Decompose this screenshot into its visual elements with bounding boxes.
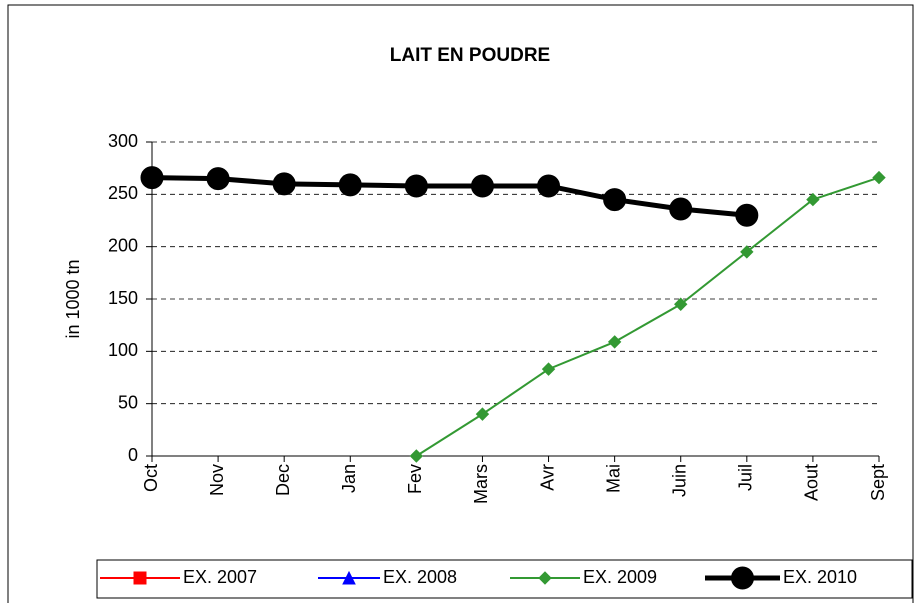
- marker: [669, 197, 693, 221]
- y-tick-label: 150: [108, 288, 138, 308]
- marker: [603, 188, 627, 212]
- marker: [541, 362, 556, 376]
- y-tick-label: 0: [128, 445, 138, 465]
- x-tick-label: Avr: [537, 464, 557, 491]
- marker: [537, 174, 561, 198]
- y-axis-title: in 1000 tn: [63, 259, 83, 338]
- marker: [272, 172, 296, 196]
- x-tick-label: Oct: [141, 464, 161, 492]
- marker: [806, 192, 820, 207]
- marker: [607, 335, 622, 349]
- y-tick-label: 250: [108, 183, 138, 203]
- legend-marker: [538, 571, 552, 585]
- y-tick-label: 300: [108, 131, 138, 151]
- y-tick-label: 100: [108, 340, 138, 360]
- marker: [206, 167, 230, 191]
- series-line: [151, 175, 748, 218]
- marker: [338, 173, 362, 197]
- legend-label: EX. 2009: [583, 567, 657, 587]
- marker: [740, 245, 754, 259]
- marker: [409, 449, 424, 463]
- x-tick-label: Fev: [405, 464, 425, 494]
- marker: [404, 174, 428, 198]
- chart-title: LAIT EN POUDRE: [390, 45, 550, 66]
- x-tick-label: Mars: [471, 464, 491, 504]
- legend-label: EX. 2010: [783, 567, 857, 587]
- marker: [735, 203, 759, 227]
- chart-border: [7, 4, 914, 603]
- marker: [872, 170, 886, 185]
- x-tick-label: Jan: [339, 464, 359, 493]
- marker: [475, 407, 490, 421]
- series-line: [415, 176, 880, 457]
- x-tick-label: Mai: [603, 464, 623, 493]
- x-tick-label: Sept: [868, 464, 888, 501]
- x-tick-label: Aout: [802, 464, 822, 501]
- marker: [470, 174, 494, 198]
- y-tick-label: 50: [118, 392, 138, 412]
- legend-label: EX. 2007: [183, 567, 257, 587]
- x-tick-label: Nov: [207, 464, 227, 496]
- legend-marker: [133, 571, 147, 585]
- x-tick-label: Juin: [669, 464, 689, 497]
- y-tick-label: 200: [108, 235, 138, 255]
- x-tick-label: Juil: [736, 464, 756, 491]
- marker: [140, 166, 164, 190]
- legend-marker: [731, 566, 754, 590]
- legend-marker: [342, 570, 356, 585]
- marker: [674, 297, 688, 311]
- legend-label: EX. 2008: [383, 567, 457, 587]
- x-tick-label: Dec: [273, 464, 293, 496]
